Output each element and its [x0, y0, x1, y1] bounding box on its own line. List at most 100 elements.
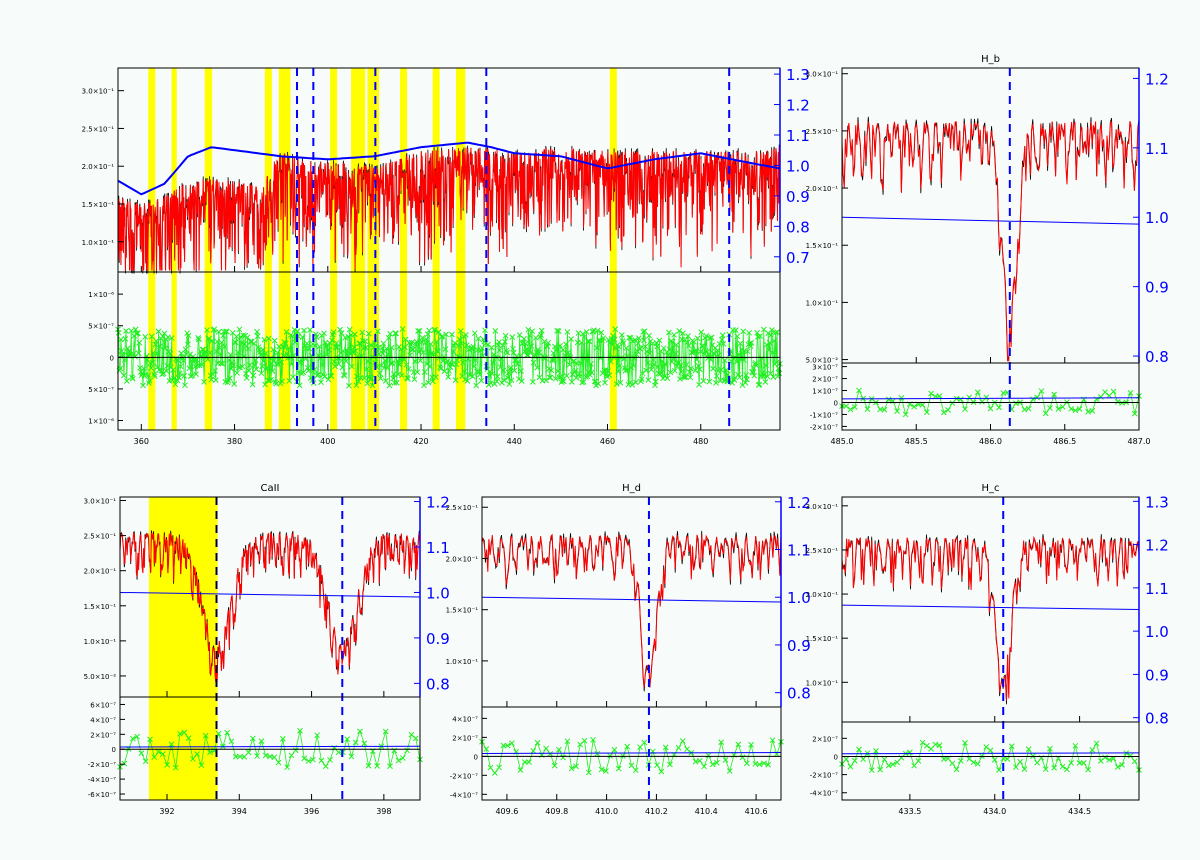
residual-point	[706, 378, 713, 385]
residual-line	[841, 389, 1140, 416]
residual-point	[318, 379, 324, 386]
residual-point	[261, 336, 268, 343]
res-tick-label: -4×10⁻⁷	[88, 776, 116, 784]
right-tick-label: 0.9	[787, 637, 811, 655]
residual-point	[774, 373, 781, 380]
right-tick-label: 1.0	[1145, 623, 1169, 641]
residual-point	[365, 330, 372, 337]
y-tick-label: 3.0×10⁻¹	[82, 88, 115, 96]
panel-title: H_d	[622, 483, 641, 494]
residual-fit-line	[841, 752, 1140, 755]
res-tick-label: -1×10⁻⁷	[810, 411, 838, 419]
right-tick-label: 1.0	[1145, 209, 1169, 227]
residual-point	[243, 375, 250, 381]
x-tick-label: 360	[134, 437, 149, 446]
res-tick-label: 0	[834, 399, 838, 407]
res-tick-label: 2×10⁻⁷	[812, 376, 838, 384]
x-tick-label: 396	[304, 807, 319, 816]
residual-fit-line	[119, 745, 421, 748]
residual-point	[617, 379, 624, 386]
panel-caii: CaII 5.0×10⁻² 1.0×10⁻¹ 1.5×10⁻¹ 2.0×10⁻¹ 2.5×…	[84, 483, 450, 816]
y-tick-label: 1.5×10⁻¹	[82, 201, 115, 209]
right-tick-label: 1.2	[1145, 70, 1169, 88]
residual-point	[721, 357, 728, 364]
y-tick-label: 2.5×10⁻¹	[82, 125, 115, 133]
residual-point	[121, 372, 127, 379]
right-tick-label: 1.2	[786, 97, 810, 115]
x-tick-label: 398	[376, 807, 391, 816]
residual-line	[481, 739, 782, 774]
res-tick-label: 0	[112, 746, 116, 754]
y-tick-label: 1.0×10⁻¹	[806, 299, 839, 307]
x-tick-label: 409.8	[545, 807, 568, 816]
right-tick-label: 0.9	[1145, 666, 1169, 684]
residual-point	[770, 374, 777, 380]
right-tick-label: 1.1	[787, 542, 811, 560]
res-tick-label: -2×10⁻⁷	[450, 772, 478, 780]
residual-point	[234, 370, 241, 376]
continuum-curve	[481, 596, 782, 603]
y-tick-label: 3.0×10⁻¹	[84, 498, 117, 506]
residual-frame	[119, 696, 421, 801]
res-tick-label: -2×10⁻⁷	[88, 761, 116, 769]
residual-point	[469, 373, 476, 380]
right-tick-label: 1.0	[787, 589, 811, 607]
flux-frame	[841, 67, 1140, 364]
highlight-band	[432, 68, 440, 430]
y-tick-label: 1.0×10⁻¹	[82, 239, 115, 247]
x-tick-label: 410.0	[595, 807, 618, 816]
residual-fit-line	[481, 752, 782, 754]
y-tick-label: 2.0×10⁻¹	[806, 185, 839, 193]
y-tick-label: 2.5×10⁻¹	[446, 504, 479, 512]
res-tick-label: 1×10⁻⁶	[88, 418, 114, 426]
right-tick-label: 0.8	[1145, 348, 1169, 366]
right-tick-label: 0.8	[426, 675, 450, 693]
x-tick-label: 485.0	[831, 437, 854, 446]
residual-fit-line	[841, 397, 1140, 400]
residual-point	[399, 326, 406, 332]
res-tick-label: -6×10⁻⁷	[88, 791, 116, 799]
x-tick-label: 460	[600, 437, 615, 446]
x-tick-label: 409.6	[495, 807, 518, 816]
x-tick-label: 434.5	[1068, 807, 1091, 816]
x-tick-label: 480	[693, 437, 708, 446]
residual-point	[580, 330, 586, 337]
right-tick-label: 1.3	[786, 66, 810, 84]
residual-point	[135, 350, 142, 357]
x-tick-label: 410.6	[745, 807, 768, 816]
right-tick-label: 0.8	[786, 218, 810, 236]
residual-point	[290, 374, 296, 380]
residual-point	[148, 333, 155, 340]
residual-point	[703, 333, 710, 339]
res-tick-label: 3×10⁻⁷	[812, 364, 838, 372]
residual-point	[140, 365, 147, 372]
x-tick-label: 410.2	[645, 807, 668, 816]
res-tick-label: -2×10⁻⁷	[810, 772, 838, 780]
residual-point	[482, 327, 488, 334]
residual-point	[374, 328, 381, 335]
residual-point	[740, 328, 747, 335]
x-tick-label: 440	[507, 437, 522, 446]
x-tick-label: 433.5	[898, 807, 921, 816]
continuum-curve	[117, 141, 781, 196]
panel-overview: 1.0×10⁻¹ 1.5×10⁻¹ 2.0×10⁻¹ 2.5×10⁻¹ 3.0×10⁻¹…	[82, 66, 810, 446]
residual-point	[692, 367, 699, 374]
residual-point	[399, 372, 405, 379]
highlight-band	[264, 68, 272, 430]
y-tick-label: 1.0×10⁻¹	[446, 658, 479, 666]
residual-point	[646, 332, 652, 339]
y-tick-label: 2.0×10⁻¹	[806, 591, 839, 599]
residual-point	[645, 377, 652, 383]
residual-point	[301, 327, 307, 334]
residual-point	[123, 378, 130, 384]
residual-point	[233, 333, 240, 340]
residual-point	[346, 382, 352, 389]
model-spectrum	[481, 533, 782, 688]
res-tick-label: 4×10⁻⁷	[90, 716, 116, 724]
highlight-band	[278, 68, 291, 430]
y-tick-label: 2.5×10⁻¹	[84, 533, 117, 541]
right-tick-label: 1.1	[786, 127, 810, 145]
y-tick-label: 5.0×10⁻²	[84, 673, 117, 681]
y-tick-label: 2.0×10⁻¹	[446, 555, 479, 563]
residual-series	[117, 727, 423, 771]
